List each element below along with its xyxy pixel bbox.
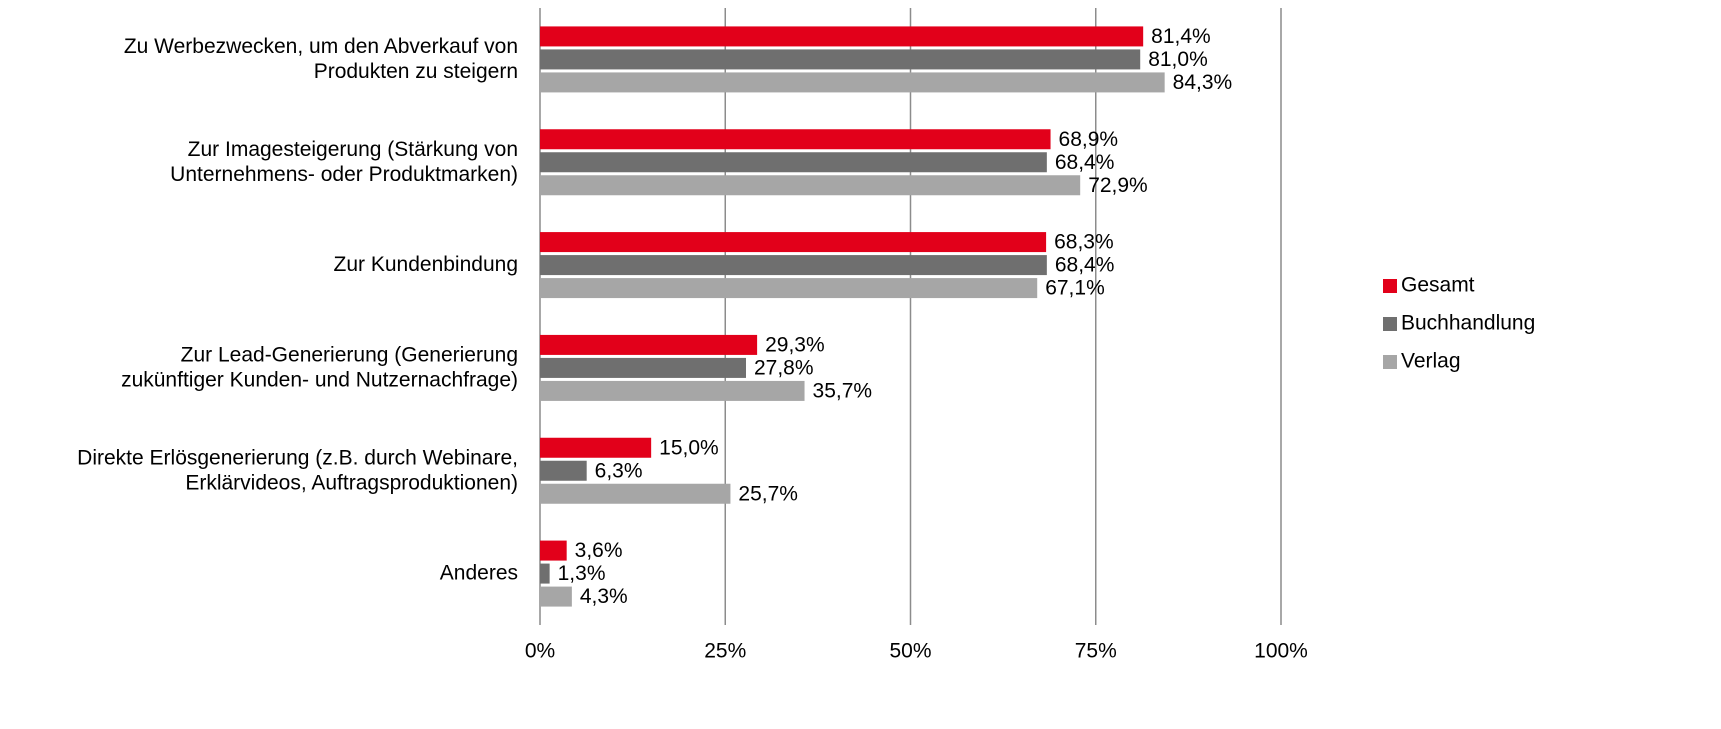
bar	[540, 232, 1047, 253]
bar	[540, 129, 1051, 150]
value-label: 68,3%	[1054, 231, 1114, 254]
bar	[540, 563, 550, 584]
legend-swatch	[1383, 355, 1397, 369]
bar	[540, 152, 1047, 173]
value-label: 15,0%	[659, 436, 719, 459]
value-label: 6,3%	[595, 459, 643, 482]
value-label: 25,7%	[738, 482, 798, 505]
value-label: 67,1%	[1045, 277, 1105, 300]
category-label-line: Unternehmens- oder Produktmarken)	[170, 162, 518, 185]
category-label-line: Zur Lead-Generierung (Generierung	[181, 343, 518, 366]
value-label: 4,3%	[580, 585, 628, 608]
category-label: Zu Werbezwecken, um den Abverkauf von Pro…	[124, 34, 518, 82]
value-label: 81,4%	[1151, 25, 1211, 48]
x-tick-label: 50%	[889, 640, 931, 663]
bar	[540, 540, 567, 561]
x-tick-label: 25%	[704, 640, 746, 663]
bar	[540, 278, 1038, 299]
value-label: 1,3%	[558, 562, 606, 585]
value-label: 81,0%	[1148, 48, 1208, 71]
bar	[540, 357, 746, 378]
bar	[540, 72, 1165, 93]
category-label-line: Zur Imagesteigerung (Stärkung von	[188, 137, 518, 160]
legend-swatch	[1383, 279, 1397, 293]
category-label-line: Zur Kundenbindung	[334, 253, 518, 276]
value-label: 35,7%	[813, 379, 873, 402]
legend-label: Gesamt	[1401, 274, 1475, 297]
value-label: 72,9%	[1088, 174, 1148, 197]
x-tick-label: 75%	[1075, 640, 1117, 663]
value-label: 3,6%	[575, 539, 623, 562]
bar	[540, 483, 731, 504]
category-label-line: Anderes	[440, 561, 518, 584]
value-label: 68,9%	[1059, 128, 1119, 151]
legend-label: Buchhandlung	[1401, 312, 1535, 335]
value-label: 29,3%	[765, 333, 825, 356]
bar	[540, 460, 587, 481]
category-label-line: Erklärvideos, Auftragsproduktionen)	[185, 471, 518, 494]
value-label: 68,4%	[1055, 254, 1115, 277]
bar	[540, 334, 758, 355]
category-label-line: Produkten zu steigern	[314, 59, 518, 82]
bar	[540, 586, 572, 607]
legend-label: Verlag	[1401, 350, 1461, 373]
legend-swatch	[1383, 317, 1397, 331]
bar	[540, 380, 805, 401]
value-label: 68,4%	[1055, 151, 1115, 174]
bar	[540, 26, 1144, 47]
category-label: Zur Imagesteigerung (Stärkung von Unterne…	[170, 137, 518, 185]
category-label: Zur Kundenbindung	[334, 253, 518, 276]
x-tick-label: 0%	[525, 640, 555, 663]
category-label-line: zukünftiger Kunden- und Nutzernachfrage)	[121, 368, 518, 391]
bar	[540, 175, 1081, 196]
bar	[540, 255, 1047, 276]
category-label-line: Zu Werbezwecken, um den Abverkauf von	[124, 34, 518, 57]
category-label: Direkte Erlösgenerierung (z.B. durch Web…	[77, 446, 518, 494]
category-label: Anderes	[440, 561, 518, 584]
value-label: 27,8%	[754, 356, 814, 379]
x-tick-label: 100%	[1254, 640, 1308, 663]
bar	[540, 49, 1141, 70]
bar	[540, 437, 652, 458]
category-label-line: Direkte Erlösgenerierung (z.B. durch Web…	[77, 446, 518, 469]
value-label: 84,3%	[1173, 71, 1233, 94]
category-label: Zur Lead-Generierung (Generierung zukünft…	[121, 343, 518, 391]
